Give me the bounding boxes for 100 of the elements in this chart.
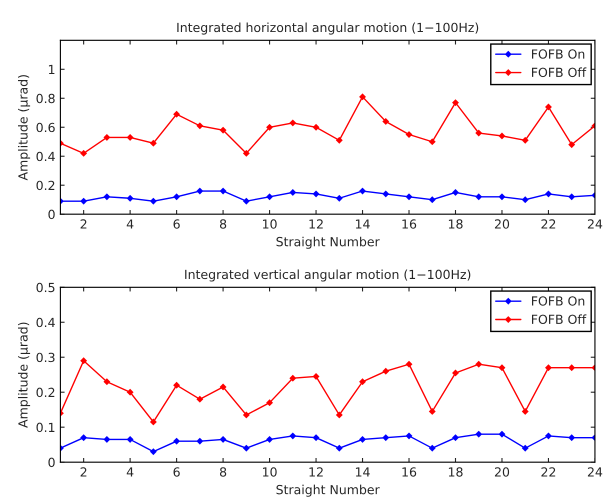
- y-tick-label: 1: [48, 64, 54, 74]
- x-tick-label: 8: [220, 467, 226, 477]
- point: [312, 190, 320, 198]
- point: [568, 364, 576, 372]
- point: [289, 119, 296, 126]
- x-tick-label: 6: [174, 467, 180, 477]
- x-tick-label: 8: [220, 219, 226, 229]
- point: [498, 364, 506, 372]
- point: [428, 408, 436, 415]
- point: [522, 196, 529, 204]
- chart-title: Integrated horizontal angular motion (1−100Hz): [177, 22, 478, 35]
- x-tick-label: 22: [541, 467, 556, 477]
- point: [522, 408, 529, 415]
- x-tick-label: 16: [402, 467, 416, 477]
- x-tick-label: 2: [80, 467, 86, 477]
- y-tick-label: 0.8: [36, 94, 55, 104]
- point: [522, 136, 529, 144]
- point: [452, 434, 459, 442]
- y-tick-label: 0.3: [36, 352, 55, 362]
- x-tick-label: 12: [309, 467, 323, 477]
- point: [312, 124, 320, 131]
- point: [498, 430, 506, 438]
- point: [568, 141, 576, 148]
- x-tick-label: 18: [448, 467, 463, 477]
- point: [545, 364, 552, 372]
- point: [173, 438, 180, 445]
- y-tick-label: 0.1: [36, 422, 54, 432]
- x-tick-label: 4: [126, 467, 134, 477]
- y-tick-label: 0.4: [36, 318, 55, 328]
- point: [266, 193, 274, 200]
- point: [103, 378, 110, 386]
- point: [266, 399, 274, 406]
- point: [103, 436, 110, 443]
- point: [150, 140, 157, 147]
- point: [266, 124, 274, 131]
- point: [150, 198, 157, 205]
- point: [126, 388, 134, 396]
- point: [80, 434, 88, 442]
- point: [220, 384, 227, 390]
- x-tick-label: 20: [494, 219, 510, 229]
- x-tick-label: 24: [588, 219, 602, 229]
- y-tick-label: 0.5: [36, 282, 54, 292]
- point: [196, 438, 204, 445]
- legend-label: FOFB Off: [532, 67, 586, 78]
- point: [359, 378, 366, 386]
- x-tick-label: 6: [174, 219, 180, 229]
- point: [80, 150, 88, 157]
- x-tick-label: 12: [309, 219, 323, 229]
- x-tick-label: 10: [262, 467, 277, 477]
- x-tick-label: 18: [448, 219, 463, 229]
- point: [242, 150, 250, 157]
- point: [475, 130, 482, 136]
- point: [475, 193, 482, 200]
- point: [126, 134, 134, 141]
- x-tick-label: 10: [262, 219, 277, 229]
- point: [289, 432, 296, 440]
- x-tick-label: 2: [80, 219, 86, 229]
- point: [312, 373, 320, 380]
- y-tick-label: 0.6: [36, 122, 55, 132]
- point: [452, 99, 459, 106]
- point: [406, 432, 412, 440]
- x-tick-label: 24: [588, 467, 602, 477]
- point: [498, 132, 506, 140]
- point: [80, 357, 88, 364]
- point: [382, 434, 390, 442]
- point: [150, 448, 157, 456]
- point: [289, 189, 296, 196]
- point: [498, 193, 506, 200]
- y-tick-label: 0.4: [36, 152, 55, 162]
- point: [103, 193, 110, 200]
- chart-title: Integrated vertical angular motion (1−100Hz): [185, 269, 470, 282]
- point: [150, 418, 157, 426]
- y-tick-label: 0: [48, 210, 55, 220]
- x-axis-title: Straight Number: [276, 236, 380, 249]
- point: [406, 193, 412, 200]
- y-axis-title: Amplitude (μrad): [18, 75, 30, 180]
- point: [242, 412, 250, 418]
- y-tick-label: 0.2: [36, 388, 54, 398]
- point: [196, 122, 204, 130]
- point: [196, 188, 204, 194]
- point: [475, 430, 482, 438]
- legend-label: FOFB On: [532, 49, 584, 59]
- x-tick-label: 16: [402, 219, 416, 229]
- point: [220, 126, 227, 134]
- point: [359, 93, 366, 100]
- point: [126, 436, 134, 443]
- point: [428, 444, 436, 452]
- y-tick-label: 0.2: [36, 180, 54, 190]
- point: [266, 436, 274, 443]
- x-tick-label: 4: [126, 219, 134, 229]
- point: [568, 434, 576, 442]
- point: [80, 198, 88, 205]
- point: [336, 136, 343, 144]
- point: [242, 444, 250, 452]
- point: [220, 436, 227, 443]
- point: [522, 444, 529, 452]
- point: [336, 412, 343, 418]
- point: [220, 188, 227, 194]
- point: [173, 110, 180, 118]
- legend-label: FOFB Off: [532, 314, 586, 324]
